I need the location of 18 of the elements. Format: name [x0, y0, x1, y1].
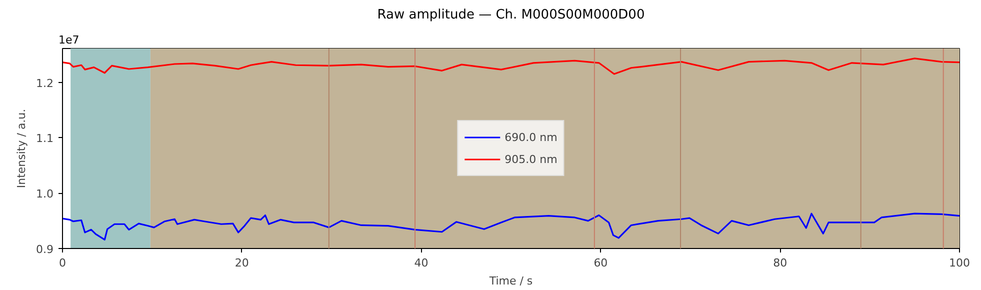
legend-label: 690.0 nm: [504, 130, 558, 144]
x-tick-label: 20: [234, 256, 249, 270]
chart-title: Raw amplitude — Ch. M000S00M000D00: [377, 8, 645, 22]
x-tick-label: 0: [59, 256, 66, 270]
y-tick-label: 1.1: [36, 132, 54, 146]
x-tick-label: 40: [414, 256, 428, 270]
x-axis-title: Time / s: [488, 274, 533, 288]
legend-label: 905.0 nm: [504, 152, 558, 166]
line-series: [62, 58, 960, 75]
y-tick-label: 1.0: [36, 188, 54, 201]
text: 1e7: [58, 34, 80, 46]
x-tick-label: 60: [594, 256, 608, 270]
x-tick-label: 100: [949, 256, 970, 270]
x-tick-label: 80: [773, 256, 788, 270]
y-tick-label: 0.9: [36, 243, 54, 256]
y-tick-label: 1.2: [36, 76, 54, 90]
y-axis-title: Intensity / a.u.: [15, 108, 28, 188]
line-series: [62, 212, 960, 240]
